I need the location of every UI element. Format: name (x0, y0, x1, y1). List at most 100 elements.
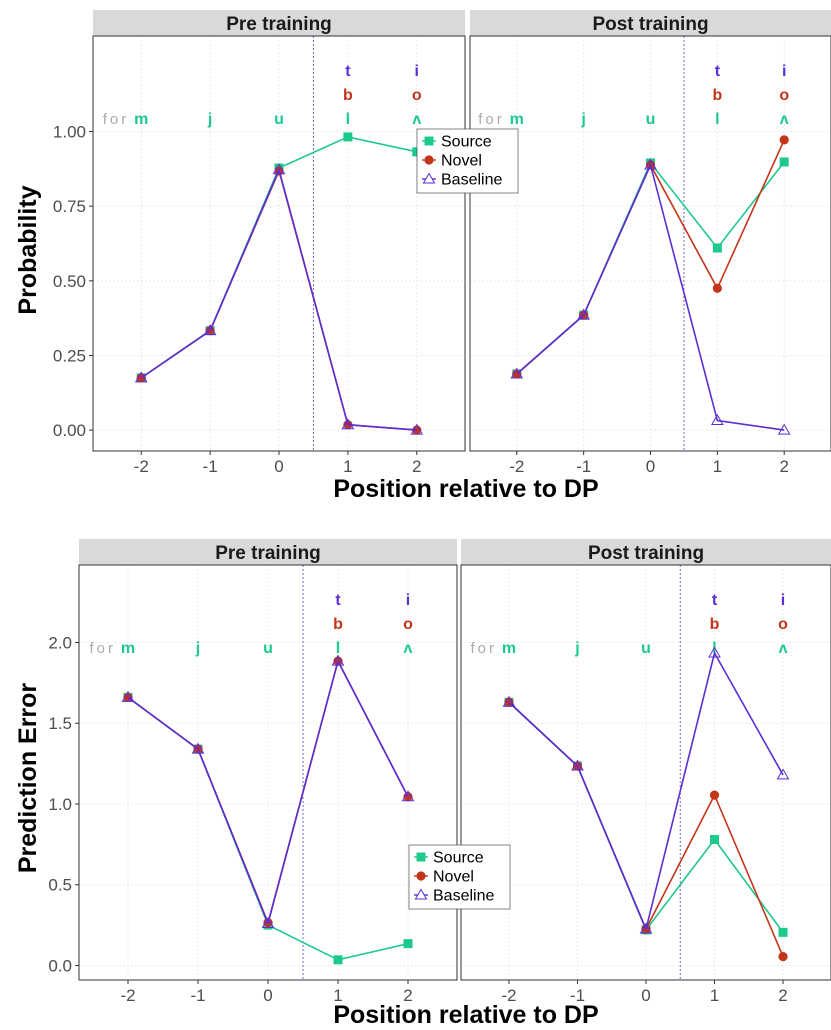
legend-key-novel (416, 871, 426, 881)
legend-label: Baseline (433, 888, 494, 905)
segment-letter-source: m (134, 111, 148, 128)
y-tick-label: 0.50 (53, 272, 86, 291)
x-tick-label: -2 (509, 457, 524, 476)
data-point-baseline (410, 423, 424, 435)
x-tick-label: 2 (778, 986, 787, 1005)
x-tick-label: -2 (134, 457, 149, 476)
y-tick-label: 1.00 (53, 123, 86, 142)
data-point-novel (778, 951, 788, 962)
y-tick-label: 0.0 (48, 956, 72, 975)
data-point-baseline (401, 790, 415, 802)
data-point-novel (712, 283, 722, 293)
y-tick-label: 1.0 (48, 795, 72, 814)
x-tick-label: 1 (333, 986, 342, 1005)
x-tick-label: -2 (501, 986, 516, 1005)
word-prefix-label: for (478, 111, 505, 128)
data-point-source (779, 157, 789, 167)
legend-label: Novel (433, 869, 474, 886)
data-point-baseline (577, 308, 591, 320)
segment-letter-source: u (263, 640, 273, 657)
legend-key-source (424, 136, 434, 146)
facet-title: Post training (592, 14, 708, 35)
segment-letter-novel: b (710, 616, 720, 633)
y-tick-label: 0.75 (53, 197, 86, 216)
facet-title: Post training (588, 543, 704, 564)
x-tick-label: 2 (403, 986, 412, 1005)
series-line (127, 658, 409, 927)
data-point-baseline (644, 158, 657, 170)
data-point-baseline (191, 742, 205, 754)
data-point-source (712, 243, 722, 253)
segment-letter-source: j (580, 111, 585, 128)
x-tick-label: -1 (190, 986, 205, 1005)
data-point-source (333, 955, 343, 965)
series-line (516, 162, 785, 431)
segment-letter-source: m (502, 640, 516, 657)
data-point-baseline (776, 768, 790, 780)
data-point-baseline (134, 371, 148, 383)
facet-title: Pre training (226, 14, 332, 35)
word-prefix-label: for (89, 640, 116, 657)
segment-letter-novel: o (779, 87, 789, 104)
segment-letter-source: u (641, 640, 651, 657)
x-tick-label: 1 (710, 986, 719, 1005)
segment-letter-source: ʌ (412, 111, 421, 128)
y-tick-label: 2.0 (48, 634, 72, 653)
data-point-baseline (261, 916, 275, 928)
segment-letter-baseline: t (335, 592, 341, 609)
legend-label: Baseline (441, 172, 502, 189)
facet-strip (79, 539, 457, 565)
legend-key-baseline (422, 172, 436, 184)
x-axis-title: Position relative to DP (333, 475, 598, 503)
segment-letter-source: ʌ (404, 640, 413, 657)
segment-letter-source: u (646, 111, 656, 128)
y-tick-label: 1.5 (48, 714, 72, 733)
data-point-baseline (272, 163, 286, 175)
segment-letter-novel: o (778, 616, 788, 633)
segment-letter-source: m (510, 111, 524, 128)
segment-letter-source: l (346, 111, 350, 128)
facet-strip (461, 539, 831, 565)
y-tick-label: 0.5 (48, 876, 72, 895)
segment-letter-baseline: t (345, 63, 351, 80)
legend-key-baseline (414, 888, 428, 900)
y-tick-label: 0.00 (53, 421, 86, 440)
segment-letter-source: j (195, 640, 200, 657)
data-point-baseline (121, 690, 135, 702)
segment-letter-source: j (574, 640, 579, 657)
legend-key-novel (424, 155, 434, 165)
legend-label: Novel (441, 153, 482, 170)
facet-strip (93, 10, 465, 36)
y-tick-label: 0.25 (53, 346, 86, 365)
x-tick-label: 0 (646, 457, 655, 476)
segment-letter-source: ʌ (780, 111, 789, 128)
data-point-source (710, 835, 720, 845)
data-point-baseline (710, 414, 724, 426)
x-tick-label: 1 (343, 457, 352, 476)
segment-letter-baseline: i (415, 63, 419, 80)
data-point-baseline (331, 654, 345, 666)
legend-key-source (416, 852, 426, 862)
legend-label: Source (441, 134, 492, 151)
data-point-source (403, 939, 413, 949)
y-axis-title: Probability (14, 185, 42, 314)
segment-letter-source: u (274, 111, 284, 128)
x-tick-label: -2 (120, 986, 135, 1005)
segment-letter-baseline: i (781, 592, 785, 609)
legend-label: Source (433, 850, 484, 867)
x-tick-label: -1 (203, 457, 218, 476)
segment-letter-source: ʌ (779, 640, 788, 657)
word-prefix-label: for (103, 111, 130, 128)
segment-letter-novel: o (403, 616, 413, 633)
segment-letter-source: m (121, 640, 135, 657)
x-tick-label: 2 (412, 457, 421, 476)
x-tick-label: 2 (779, 457, 788, 476)
segment-letter-baseline: t (712, 592, 718, 609)
segment-letter-source: l (715, 111, 719, 128)
word-prefix-label: for (470, 640, 497, 657)
segment-letter-source: j (207, 111, 212, 128)
data-point-baseline (510, 367, 524, 379)
data-point-baseline (571, 759, 584, 771)
data-point-baseline (777, 423, 791, 435)
